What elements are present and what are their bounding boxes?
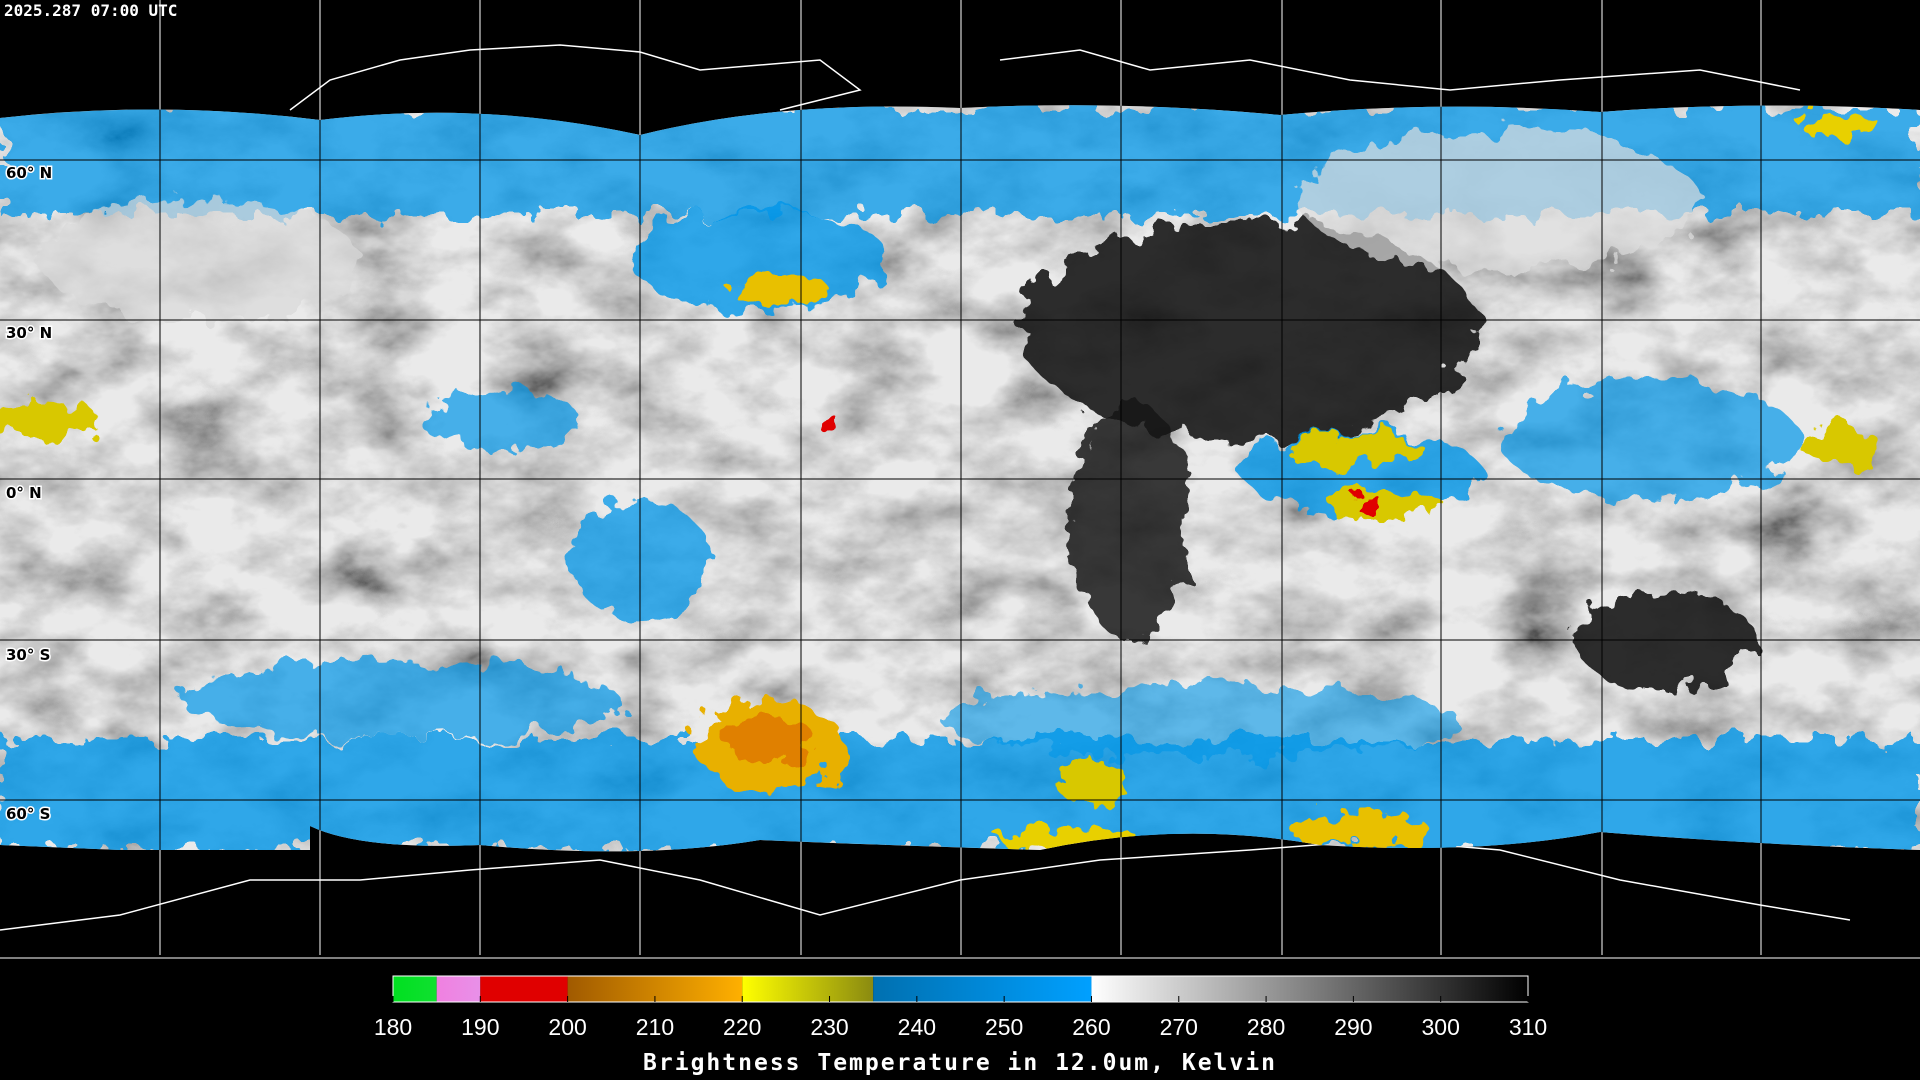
colorbar-tick-label: 310	[1509, 1014, 1547, 1040]
colorbar-tick-label: 290	[1334, 1014, 1372, 1040]
colorbar-tick-label: 260	[1072, 1014, 1110, 1040]
colorbar-tick-label: 240	[898, 1014, 936, 1040]
timestamp: 2025.287 07:00 UTC	[4, 1, 177, 20]
colorbar-tick-label: 280	[1247, 1014, 1285, 1040]
colorbar-tick-label: 250	[985, 1014, 1023, 1040]
colorbar-segment	[742, 976, 874, 1002]
colorbar-tick-label: 220	[723, 1014, 761, 1040]
coastlines	[0, 44, 1851, 931]
colorbar-frame	[392, 975, 1529, 1003]
colorbar-tick-label: 200	[548, 1014, 586, 1040]
colorbar-segment	[480, 976, 568, 1002]
colorbar-tick-label: 190	[461, 1014, 499, 1040]
colorbar-segment	[873, 976, 1092, 1002]
colorbar-title: Brightness Temperature in 12.0um, Kelvin	[643, 1050, 1277, 1076]
colorbar-tick-label: 270	[1160, 1014, 1198, 1040]
inner-grid	[0, 105, 1920, 852]
latitude-label: 0° N	[6, 484, 42, 502]
latitude-label: 30° S	[6, 646, 50, 664]
colorbar-segment	[1091, 976, 1528, 1002]
colorbar-segment	[393, 976, 437, 1002]
latitude-label: 30° N	[6, 324, 52, 342]
colorbar-tick-label: 180	[374, 1014, 412, 1040]
latitude-label: 60° S	[6, 805, 50, 823]
colorbar-tick-label: 230	[810, 1014, 848, 1040]
imagery	[0, 105, 1920, 852]
colorbar-tick-label: 300	[1422, 1014, 1460, 1040]
colorbar-segment	[436, 976, 481, 1002]
colorbar-tick-label: 210	[636, 1014, 674, 1040]
colorbar: 180 190 200 210 220 230 240 250 260 270 280 290 300 3…	[374, 975, 1547, 1040]
latitude-label: 60° N	[6, 164, 52, 182]
